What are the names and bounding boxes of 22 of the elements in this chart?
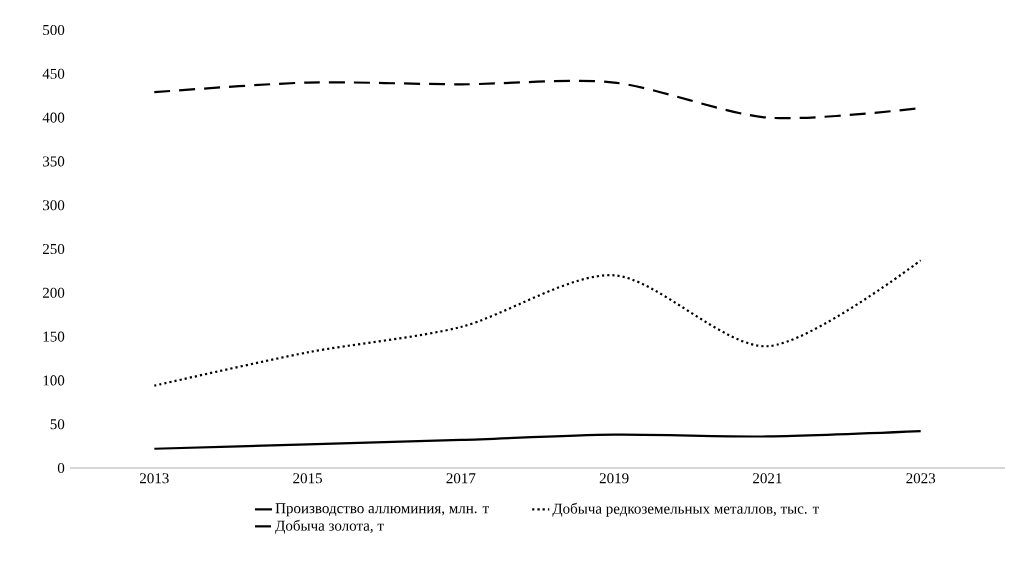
y-tick-label: 200: [42, 287, 65, 298]
legend-label: Добыча золота, т: [275, 519, 384, 534]
y-tick-label: 0: [57, 462, 65, 474]
y-tick-label: 400: [42, 112, 65, 123]
x-tick-label: 2013: [139, 473, 169, 484]
legend-label: Добыча редкоземельных металлов, тыс. т: [552, 502, 819, 517]
x-tick-label: 2017: [446, 473, 476, 484]
y-tick-label: 50: [50, 419, 65, 430]
y-tick-label: 300: [43, 200, 65, 211]
x-tick-label: 2023: [906, 473, 936, 484]
y-tick-label: 350: [43, 156, 65, 167]
legend-label: Производство аллюминия, млн. т: [275, 503, 489, 517]
y-tick-label: 250: [42, 243, 65, 255]
line-series: [153, 259, 922, 387]
y-tick-label: 100: [43, 375, 65, 386]
x-tick-label: 2021: [753, 473, 782, 484]
y-tick-label: 450: [42, 68, 65, 79]
x-tick-label: 2015: [293, 473, 322, 484]
line-series: [153, 430, 922, 450]
x-tick-label: 2019: [599, 473, 629, 484]
y-tick-label: 500: [43, 24, 65, 36]
y-tick-label: 150: [43, 331, 65, 342]
